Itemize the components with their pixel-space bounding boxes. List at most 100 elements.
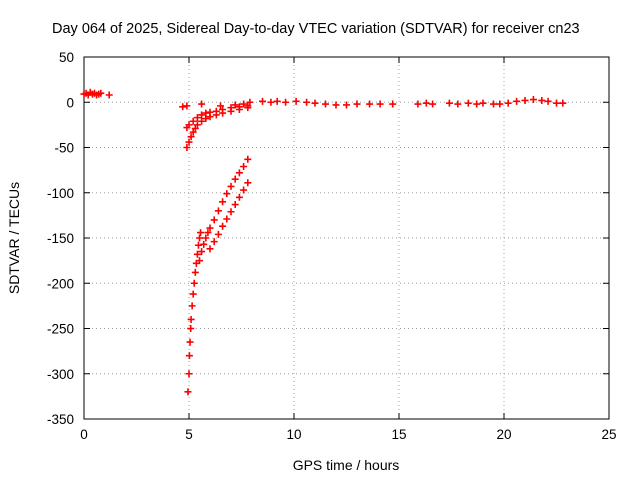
data-point bbox=[204, 229, 212, 237]
data-point bbox=[231, 101, 239, 109]
x-tick-label: 20 bbox=[496, 427, 511, 442]
data-point bbox=[259, 97, 266, 105]
data-point bbox=[189, 128, 197, 136]
data-point bbox=[185, 352, 193, 360]
x-tick-label: 15 bbox=[391, 427, 406, 442]
data-point bbox=[189, 117, 197, 125]
data-point bbox=[198, 111, 206, 119]
series-early-cluster bbox=[80, 88, 113, 99]
data-point bbox=[198, 248, 206, 256]
x-tick-label: 5 bbox=[185, 427, 193, 442]
data-point bbox=[513, 97, 521, 105]
data-point bbox=[189, 290, 197, 298]
data-point bbox=[414, 100, 422, 108]
data-point bbox=[231, 175, 239, 183]
y-tick-label: -250 bbox=[47, 322, 74, 337]
y-tick-label: -100 bbox=[47, 186, 74, 201]
data-point bbox=[227, 182, 235, 190]
x-tick-label: 25 bbox=[601, 427, 616, 442]
series-steep-branch bbox=[184, 229, 205, 396]
series-rise-b bbox=[206, 179, 252, 253]
data-point bbox=[244, 179, 252, 187]
grid bbox=[84, 57, 609, 419]
y-axis-label: SDTVAR / TECUs bbox=[6, 182, 22, 294]
data-point bbox=[244, 155, 252, 163]
y-tick-label: -150 bbox=[47, 231, 74, 246]
data-point bbox=[217, 102, 224, 110]
x-tick-label: 0 bbox=[80, 427, 88, 442]
data-point bbox=[183, 102, 191, 110]
data-point bbox=[206, 113, 214, 121]
y-tick-label: -350 bbox=[47, 412, 74, 427]
data-point bbox=[422, 99, 430, 107]
series-flat-band bbox=[179, 96, 567, 111]
data-point bbox=[244, 104, 252, 112]
data-point bbox=[311, 99, 319, 107]
data-point bbox=[185, 138, 193, 146]
data-point bbox=[227, 107, 235, 115]
data-point bbox=[191, 124, 199, 132]
data-point bbox=[544, 97, 552, 105]
data-point bbox=[193, 121, 201, 129]
data-point bbox=[366, 100, 374, 108]
y-tick-label: -200 bbox=[47, 276, 74, 291]
data-point bbox=[198, 100, 206, 108]
data-point bbox=[322, 100, 329, 108]
data-point bbox=[504, 99, 512, 107]
data-point bbox=[473, 100, 481, 108]
data-point bbox=[240, 100, 248, 108]
data-point bbox=[538, 96, 546, 104]
data-point bbox=[219, 222, 227, 230]
data-point bbox=[223, 190, 231, 198]
data-point bbox=[214, 207, 222, 215]
data-point bbox=[303, 98, 311, 106]
data-point bbox=[187, 133, 195, 141]
series-arc-upper bbox=[183, 102, 252, 132]
data-point bbox=[479, 99, 487, 107]
data-point bbox=[206, 245, 214, 253]
data-point bbox=[105, 91, 113, 99]
data-point bbox=[454, 100, 462, 108]
plot-frame bbox=[83, 56, 610, 420]
data-point bbox=[185, 370, 193, 378]
data-point bbox=[496, 100, 504, 108]
data-point bbox=[179, 103, 187, 111]
data-point bbox=[559, 99, 567, 107]
data-point bbox=[332, 101, 340, 109]
data-point bbox=[210, 238, 218, 246]
data-point bbox=[429, 100, 437, 108]
data-point bbox=[231, 201, 239, 209]
data-point bbox=[267, 98, 275, 106]
data-point bbox=[292, 97, 300, 105]
data-point bbox=[190, 279, 198, 287]
data-point bbox=[227, 208, 235, 216]
data-point bbox=[343, 101, 350, 109]
data-points bbox=[80, 88, 567, 396]
data-point bbox=[553, 99, 560, 107]
data-point bbox=[184, 388, 192, 396]
data-point bbox=[376, 100, 384, 108]
data-point bbox=[246, 98, 254, 106]
y-tick-label: 50 bbox=[59, 50, 74, 65]
data-point bbox=[187, 315, 195, 323]
data-point bbox=[194, 241, 202, 249]
chart-title: Day 064 of 2025, Sidereal Day-to-day VTE… bbox=[52, 21, 580, 37]
data-point bbox=[202, 115, 210, 123]
data-point bbox=[186, 338, 194, 346]
data-point bbox=[202, 234, 210, 242]
data-point bbox=[196, 257, 203, 265]
data-point bbox=[210, 216, 218, 224]
data-point bbox=[445, 99, 453, 107]
data-point bbox=[529, 96, 537, 104]
data-point bbox=[206, 224, 214, 232]
data-point bbox=[185, 121, 193, 129]
series-rise-a bbox=[196, 155, 252, 265]
data-point bbox=[196, 234, 203, 242]
data-point bbox=[212, 111, 220, 119]
data-point bbox=[183, 144, 191, 151]
y-axis: 50 0 -50 -100 -150 -200 -250 -300 -350 bbox=[47, 50, 609, 427]
data-point bbox=[389, 100, 397, 108]
data-point bbox=[187, 325, 195, 332]
data-point bbox=[282, 98, 290, 106]
